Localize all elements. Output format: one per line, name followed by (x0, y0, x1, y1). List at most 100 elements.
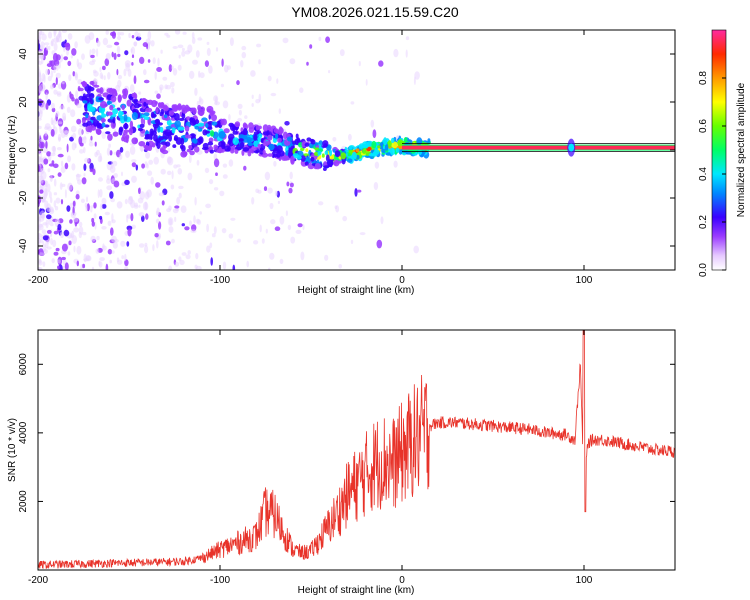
spectral-speckle (116, 201, 123, 209)
spectral-ridge-blob (391, 137, 395, 144)
spectral-ridge-blob (184, 134, 192, 139)
x-tick-label: -200 (28, 575, 48, 586)
spectral-speckle (290, 236, 296, 244)
spectral-ridge-blob (305, 148, 309, 153)
spectral-speckle (78, 226, 84, 235)
spectral-speckle (68, 74, 72, 81)
spectral-ridge-blob (232, 130, 239, 135)
spectral-speckle (99, 188, 103, 198)
spectral-speckle (126, 214, 129, 223)
spectral-speckle (81, 53, 85, 60)
spectral-speckle (64, 162, 69, 170)
spectral-speckle (206, 223, 210, 233)
spectral-ridge-blob (223, 128, 230, 134)
spectral-speckle (53, 163, 59, 169)
spectral-speckle (146, 163, 149, 169)
y-tick-label: 40 (18, 48, 29, 60)
spectral-speckle (232, 264, 236, 270)
spectral-speckle (288, 187, 293, 194)
spectral-speckle (84, 202, 88, 208)
spectral-speckle (38, 85, 43, 94)
spectral-speckle (184, 226, 190, 231)
spectral-speckle (147, 59, 151, 63)
spectral-speckle (69, 136, 74, 142)
spectral-speckle (268, 267, 271, 270)
spectral-speckle (138, 91, 142, 95)
spectral-speckle (196, 159, 200, 166)
spectral-ridge-blob (247, 142, 253, 147)
spectral-speckle (253, 240, 259, 245)
spectral-speckle (250, 70, 256, 77)
spectral-ridge-blob (383, 137, 388, 146)
spectral-speckle (211, 233, 216, 238)
spectral-ridge-blob (81, 96, 88, 100)
spectral-ridge-layer (80, 80, 675, 172)
spectral-speckle (168, 64, 173, 73)
spectral-speckle (299, 87, 304, 93)
spectral-ridge-blob (371, 140, 377, 149)
spectral-speckle (195, 50, 200, 58)
spectral-ridge-blob (238, 138, 244, 142)
spectral-ridge-blob (88, 86, 95, 92)
spectral-speckle (91, 221, 96, 227)
spectral-speckle (90, 235, 96, 242)
spectral-speckle (152, 57, 156, 65)
spectral-ridge-blob (193, 146, 200, 153)
spectral-speckle (53, 42, 58, 51)
spectral-ridge-blob (405, 151, 409, 155)
spectral-speckle (55, 72, 61, 79)
spectral-speckle (56, 147, 62, 151)
spectral-speckle (41, 229, 47, 235)
spectral-speckle (172, 46, 178, 49)
spectral-speckle (251, 103, 254, 107)
spectral-speckle (88, 141, 94, 147)
spectral-speckle (71, 48, 77, 56)
spectral-ridge-blob (128, 127, 134, 136)
spectral-ridge-blob (253, 150, 260, 154)
spectral-ridge-blob (324, 150, 329, 155)
spectral-speckle (109, 259, 112, 264)
spectral-ridge-blob (310, 139, 316, 145)
spectral-speckle (143, 69, 147, 76)
spectral-ridge-blob (306, 137, 312, 142)
spectral-ridge-blob (372, 151, 378, 157)
spectral-speckle (66, 143, 69, 153)
spectral-speckle (91, 266, 95, 270)
spectral-speckle (67, 33, 73, 40)
spectral-speckle (38, 241, 41, 249)
spectral-speckle (70, 55, 74, 59)
spectral-ridge-blob (165, 126, 172, 130)
spectral-speckle (144, 245, 149, 254)
spectral-ridge-blob (168, 110, 175, 116)
spectral-speckle (194, 87, 198, 96)
spectral-ridge-blob (123, 88, 129, 97)
spectral-speckle (38, 156, 42, 164)
spectral-speckle (84, 157, 90, 163)
spectral-speckle (219, 190, 225, 197)
spectral-speckle (237, 238, 242, 243)
spectral-ridge-blob (314, 163, 321, 170)
spectral-ridge-blob (207, 146, 212, 151)
spectral-speckle (106, 147, 111, 156)
spectral-speckle (359, 232, 366, 236)
spectral-speckle (236, 80, 240, 86)
spectral-ridge-blob (134, 137, 138, 144)
spectral-speckle (289, 58, 296, 65)
spectral-speckle (209, 242, 213, 249)
spectral-ridge-blob (101, 113, 107, 118)
spectral-speckle (110, 198, 115, 203)
spectral-ridge-blob (253, 131, 260, 135)
spectral-ridge-blob (188, 145, 193, 149)
spectral-speckle (159, 84, 164, 91)
spectral-speckle (38, 252, 45, 256)
spectral-speckle (137, 32, 141, 38)
spectral-speckle (228, 114, 231, 121)
spectral-ridge-blob (143, 101, 147, 107)
spectral-ridge-blob (111, 89, 118, 97)
spectral-speckle (50, 117, 54, 125)
spectral-speckle (105, 53, 111, 60)
spectral-speckle (83, 163, 87, 171)
spectral-speckle (96, 48, 99, 57)
spectral-speckle (67, 251, 71, 256)
spectral-speckle (70, 212, 76, 218)
